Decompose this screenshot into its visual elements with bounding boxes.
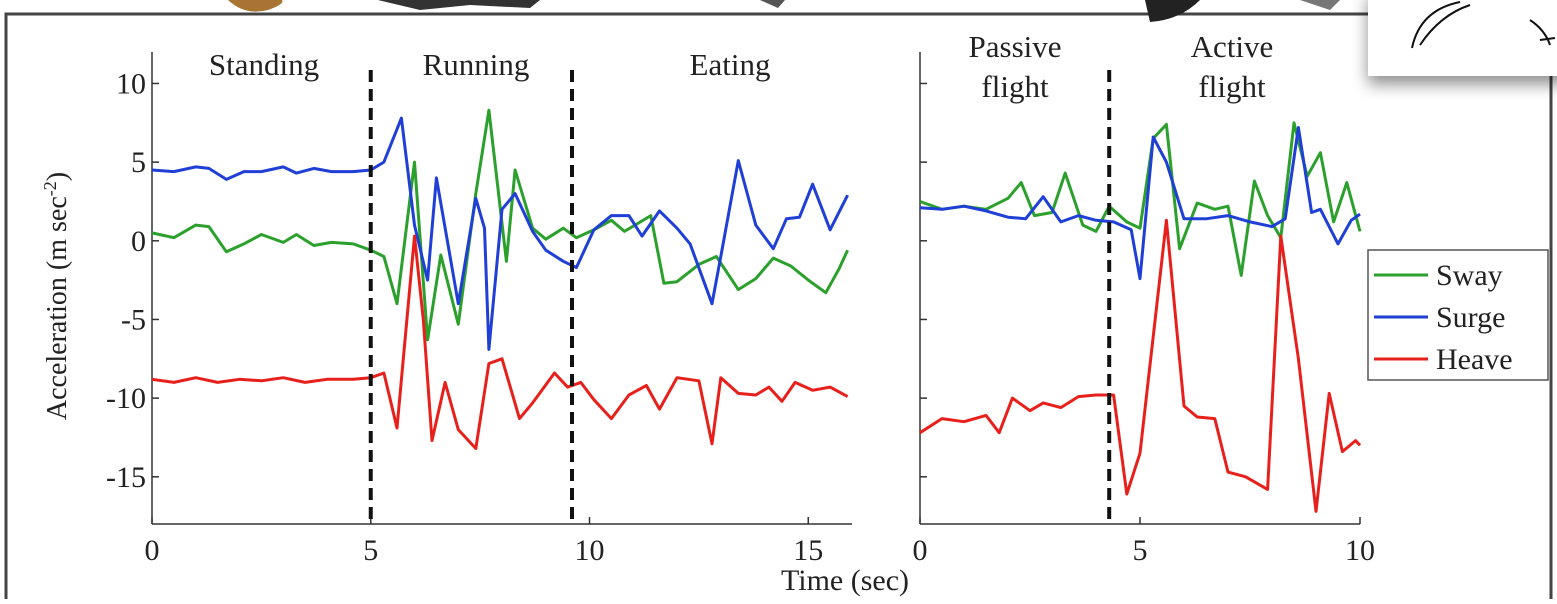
y-tick-label: -15	[106, 461, 146, 494]
figure: -15 -10 -5 0 5 10 0 5 10 15 Standing Running Eating T…	[0, 0, 1557, 599]
y-axis-title-part: )	[42, 172, 73, 181]
x-axis-title: Time (sec)	[781, 564, 909, 597]
x-tick-label: 5	[363, 534, 378, 567]
x-tick-label: 5	[1133, 534, 1148, 567]
y-tick-label: 0	[131, 225, 146, 258]
y-axis-title: Acceleration (m sec-2)	[40, 172, 73, 420]
legend-label: Sway	[1436, 259, 1503, 292]
inset-card-box	[1368, 0, 1557, 76]
x-tick-label: 10	[575, 534, 605, 567]
x-tick-label: 15	[793, 534, 823, 567]
y-tick-label: 5	[131, 146, 146, 179]
legend-label: Surge	[1436, 301, 1505, 334]
background	[0, 0, 1557, 599]
x-tick-label: 0	[145, 534, 160, 567]
phase-label: Eating	[690, 47, 771, 82]
phase-label: flight	[981, 69, 1049, 104]
y-tick-label: -10	[106, 382, 146, 415]
legend-label: Heave	[1436, 343, 1513, 376]
y-tick-label: -5	[121, 303, 146, 336]
x-tick-label: 10	[1345, 534, 1375, 567]
y-axis-title-part: Acceleration (m sec	[42, 196, 73, 420]
x-tick-label: 0	[913, 534, 928, 567]
y-axis-title-part: -2	[40, 181, 60, 196]
inset-card	[1368, 0, 1557, 76]
phase-label: flight	[1198, 69, 1266, 104]
phase-label: Running	[423, 47, 530, 82]
y-tick-label: 10	[116, 67, 146, 100]
phase-label: Active	[1191, 29, 1274, 64]
legend: Sway Surge Heave	[1368, 250, 1548, 380]
phase-label: Standing	[209, 47, 319, 82]
phase-label: Passive	[969, 29, 1062, 64]
